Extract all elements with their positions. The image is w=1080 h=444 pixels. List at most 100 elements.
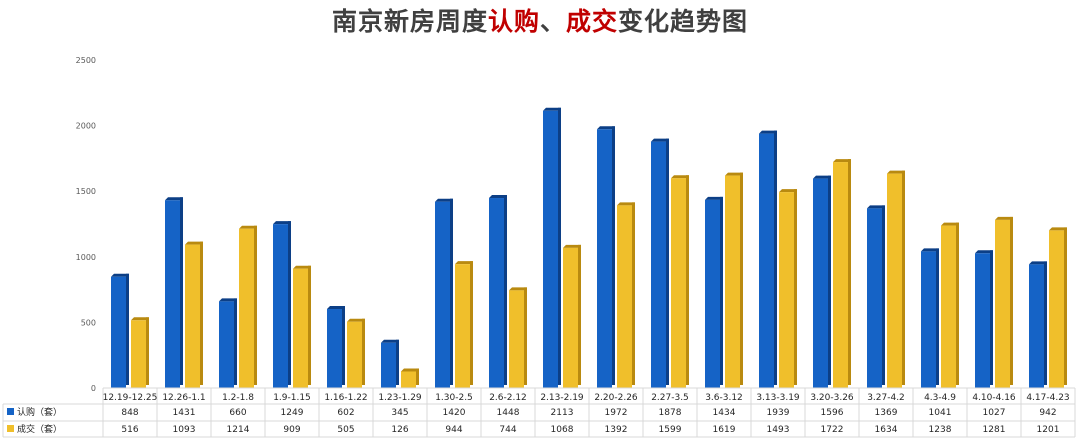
bar-top-2-7 bbox=[509, 287, 527, 291]
bar-top-2-2 bbox=[239, 225, 257, 229]
bar-side-1-16 bbox=[990, 250, 993, 385]
table-value-series1-4: 602 bbox=[337, 408, 354, 418]
x-tick-label-17: 4.17-4.23 bbox=[1026, 393, 1069, 403]
bar-top-2-11 bbox=[725, 172, 743, 176]
title-part-1: 认购 bbox=[487, 7, 540, 36]
x-tick-label-9: 2.20-2.26 bbox=[594, 393, 638, 403]
bar-series1-4 bbox=[327, 309, 342, 388]
bar-series1-16 bbox=[975, 253, 990, 388]
chart-title: 南京新房周度认购、成交变化趋势图 bbox=[0, 4, 1080, 40]
bar-top-2-17 bbox=[1049, 227, 1067, 231]
table-value-series1-2: 660 bbox=[229, 408, 246, 418]
bar-series1-5 bbox=[381, 342, 396, 388]
bar-side-2-6 bbox=[470, 261, 473, 385]
bar-series2-16 bbox=[995, 219, 1010, 388]
bar-top-1-7 bbox=[489, 195, 507, 199]
table-value-series1-16: 1027 bbox=[983, 408, 1006, 418]
bar-side-1-12 bbox=[774, 130, 777, 385]
x-tick-label-1: 12.26-1.1 bbox=[162, 393, 205, 403]
table-value-series1-12: 1939 bbox=[767, 408, 790, 418]
bar-series1-17 bbox=[1029, 264, 1044, 388]
x-tick-label-14: 3.27-4.2 bbox=[867, 393, 905, 403]
x-tick-label-10: 2.27-3.5 bbox=[651, 393, 689, 403]
table-value-series1-10: 1878 bbox=[659, 408, 682, 418]
bar-side-1-4 bbox=[342, 306, 345, 385]
table-value-series1-0: 848 bbox=[121, 408, 138, 418]
bar-top-2-5 bbox=[401, 368, 419, 372]
bar-side-1-9 bbox=[612, 126, 615, 386]
table-value-series2-12: 1493 bbox=[767, 425, 790, 435]
table-value-series1-9: 1972 bbox=[605, 408, 628, 418]
bar-side-1-13 bbox=[828, 175, 831, 385]
bar-top-1-10 bbox=[651, 138, 669, 142]
bar-side-2-11 bbox=[740, 172, 743, 385]
bar-top-1-6 bbox=[435, 198, 453, 202]
table-value-series1-1: 1431 bbox=[173, 408, 196, 418]
table-value-series1-17: 942 bbox=[1039, 408, 1056, 418]
title-part-3: 成交 bbox=[566, 7, 619, 36]
bar-top-2-12 bbox=[779, 189, 797, 193]
bar-side-1-3 bbox=[288, 221, 291, 385]
bar-side-2-5 bbox=[416, 368, 419, 385]
bar-series1-11 bbox=[705, 199, 720, 388]
bar-series1-6 bbox=[435, 201, 450, 388]
x-tick-label-12: 3.13-3.19 bbox=[756, 393, 800, 403]
table-value-series2-13: 1722 bbox=[821, 425, 844, 435]
bar-top-2-3 bbox=[293, 265, 311, 269]
bar-series2-14 bbox=[887, 173, 902, 388]
bar-side-2-9 bbox=[632, 202, 635, 385]
title-part-2: 、 bbox=[539, 7, 566, 36]
x-tick-label-8: 2.13-2.19 bbox=[540, 393, 584, 403]
x-tick-label-2: 1.2-1.8 bbox=[222, 393, 254, 403]
bar-series2-8 bbox=[563, 247, 578, 388]
legend-label-series2: 成交（套） bbox=[17, 423, 62, 435]
bar-top-1-3 bbox=[273, 221, 291, 225]
bar-series1-13 bbox=[813, 178, 828, 388]
table-value-series2-3: 909 bbox=[283, 425, 300, 435]
bar-series2-17 bbox=[1049, 230, 1064, 388]
bar-side-1-14 bbox=[882, 205, 885, 385]
bar-top-1-15 bbox=[921, 248, 939, 252]
bar-side-2-0 bbox=[146, 317, 149, 385]
bar-series2-11 bbox=[725, 175, 740, 388]
bar-top-1-0 bbox=[111, 273, 129, 277]
bar-series1-8 bbox=[543, 110, 558, 388]
table-value-series2-14: 1634 bbox=[875, 425, 898, 435]
table-value-series2-16: 1281 bbox=[983, 425, 1006, 435]
table-value-series2-1: 1093 bbox=[173, 425, 196, 435]
bar-series2-0 bbox=[131, 320, 146, 388]
bar-side-2-12 bbox=[794, 189, 797, 385]
bar-top-2-10 bbox=[671, 175, 689, 179]
table-value-series1-3: 1249 bbox=[281, 408, 304, 418]
x-tick-label-6: 1.30-2.5 bbox=[435, 393, 473, 403]
bar-side-1-10 bbox=[666, 138, 669, 385]
bar-top-2-16 bbox=[995, 216, 1013, 220]
bar-side-1-1 bbox=[180, 197, 183, 385]
bar-side-1-2 bbox=[234, 298, 237, 385]
x-tick-label-15: 4.3-4.9 bbox=[924, 393, 956, 403]
x-tick-label-3: 1.9-1.15 bbox=[273, 393, 311, 403]
bar-top-2-14 bbox=[887, 170, 905, 174]
bar-side-2-14 bbox=[902, 170, 905, 385]
bar-series1-9 bbox=[597, 129, 612, 388]
bar-series2-10 bbox=[671, 178, 686, 388]
bar-top-2-4 bbox=[347, 318, 365, 322]
bar-series1-2 bbox=[219, 301, 234, 388]
bar-side-2-8 bbox=[578, 244, 581, 385]
title-part-0: 南京新房周度 bbox=[331, 7, 488, 36]
table-value-series1-6: 1420 bbox=[443, 408, 466, 418]
bar-series2-7 bbox=[509, 290, 524, 388]
bar-top-2-8 bbox=[563, 244, 581, 248]
bar-top-1-14 bbox=[867, 205, 885, 209]
table-value-series2-11: 1619 bbox=[713, 425, 736, 435]
bar-series2-15 bbox=[941, 225, 956, 388]
table-value-series1-8: 2113 bbox=[551, 408, 574, 418]
x-tick-label-5: 1.23-1.29 bbox=[378, 393, 422, 403]
table-value-series1-7: 1448 bbox=[497, 408, 520, 418]
bar-side-2-16 bbox=[1010, 216, 1013, 385]
bar-top-1-1 bbox=[165, 197, 183, 201]
bar-series1-1 bbox=[165, 200, 180, 388]
table-value-series2-9: 1392 bbox=[605, 425, 628, 435]
bar-side-1-11 bbox=[720, 196, 723, 385]
